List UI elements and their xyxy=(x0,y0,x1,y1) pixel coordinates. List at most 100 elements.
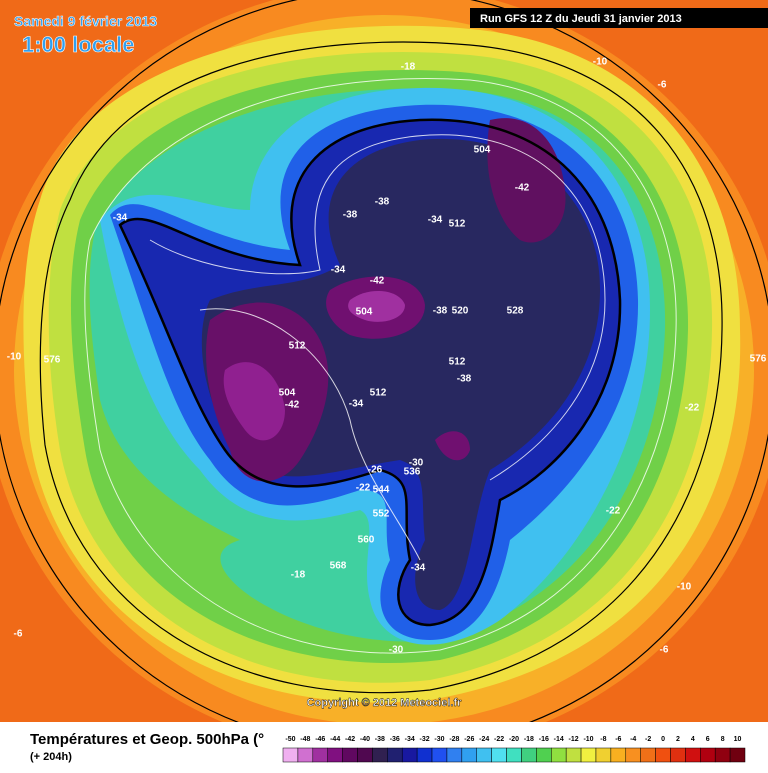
date: Samedi 9 février 2013 xyxy=(14,13,157,29)
contour-label: -10 xyxy=(7,352,22,363)
contour-label: 568 xyxy=(330,561,347,572)
color-swatch xyxy=(670,747,686,763)
contour-label: 512 xyxy=(449,219,466,230)
color-swatch xyxy=(521,747,537,763)
color-swatch xyxy=(446,747,463,763)
contour-label: 512 xyxy=(370,388,387,399)
scale-label: -20 xyxy=(509,736,519,743)
color-swatch xyxy=(700,747,716,763)
contour-label: 512 xyxy=(449,357,466,368)
contour-label: -10 xyxy=(677,582,692,593)
scale-label: -36 xyxy=(390,736,400,743)
contour-label: -30 xyxy=(409,458,424,469)
color-swatch xyxy=(625,747,641,763)
scale-label: -6 xyxy=(615,736,621,743)
scale-label: 8 xyxy=(721,736,725,743)
scale-label: -8 xyxy=(600,736,606,743)
scale-label: 4 xyxy=(691,736,695,743)
scale-label: -34 xyxy=(405,736,415,743)
scale-label: -30 xyxy=(434,736,444,743)
time: 1:00 locale xyxy=(22,32,135,57)
contour-label: -34 xyxy=(349,399,364,410)
color-swatch xyxy=(461,747,477,763)
contour-label: -22 xyxy=(685,403,700,414)
color-swatch xyxy=(312,747,328,763)
color-swatch xyxy=(595,747,612,763)
scale-label: 2 xyxy=(676,736,680,743)
color-swatch xyxy=(551,747,567,763)
scale-label: 10 xyxy=(734,736,742,743)
color-swatch xyxy=(416,747,433,763)
color-swatch xyxy=(729,747,746,763)
copyright: Copyright © 2012 Meteociel.fr xyxy=(307,697,463,709)
contour-label: 504 xyxy=(356,307,373,318)
scale-label: -50 xyxy=(285,736,295,743)
scale-label: 6 xyxy=(706,736,710,743)
contour-label: 576 xyxy=(44,355,61,366)
contour-label: -42 xyxy=(285,400,300,411)
color-swatch xyxy=(610,747,627,763)
color-swatch xyxy=(565,747,582,763)
contour-label: -30 xyxy=(389,645,404,656)
footer-lead: (+ 204h) xyxy=(30,751,72,763)
scale-label: -42 xyxy=(345,736,355,743)
contour-label: -18 xyxy=(291,570,306,581)
scale-label: -48 xyxy=(300,736,310,743)
color-swatch xyxy=(506,747,522,763)
contour-label: -38 xyxy=(375,197,390,208)
scale-label: -24 xyxy=(479,736,489,743)
run-box xyxy=(470,8,768,28)
scale-label: 0 xyxy=(661,736,665,743)
contour-label: -34 xyxy=(428,215,443,226)
color-swatch xyxy=(685,747,701,763)
scale-label: -10 xyxy=(583,736,593,743)
color-swatch xyxy=(640,747,656,763)
color-swatch xyxy=(655,747,671,763)
scale-label: -12 xyxy=(569,736,579,743)
color-swatch xyxy=(536,747,552,763)
contour-label: 576 xyxy=(750,354,767,365)
contour-label: 504 xyxy=(474,145,491,156)
scale-label: -22 xyxy=(494,736,504,743)
contour-label: 552 xyxy=(373,509,390,520)
contour-label: 504 xyxy=(279,388,296,399)
contour-label: -6 xyxy=(660,645,669,656)
color-swatch xyxy=(357,747,373,763)
scale-label: -18 xyxy=(524,736,534,743)
contour-label: -10 xyxy=(593,57,608,68)
contour-label: -34 xyxy=(113,213,128,224)
scale-label: -16 xyxy=(539,736,549,743)
color-swatch xyxy=(327,747,343,763)
scale-label: -4 xyxy=(630,736,636,743)
contour-label: 536 xyxy=(404,467,421,478)
color-swatch xyxy=(714,747,731,763)
color-swatch xyxy=(580,747,597,763)
color-swatch xyxy=(491,747,507,763)
color-swatch xyxy=(342,747,358,763)
contour-label: -22 xyxy=(356,483,371,494)
color-scale: -50 -48 -46 -44 -42 -40 -38 -36 -34 -32 -30 -28 -26-… xyxy=(282,736,746,763)
footer-title: Températures et Geop. 500hPa (° xyxy=(30,731,264,748)
contour-label: 544 xyxy=(373,485,390,496)
contour-label: -18 xyxy=(401,62,416,73)
color-swatch xyxy=(431,747,448,763)
contour-label: -34 xyxy=(331,265,346,276)
contour-label: 560 xyxy=(358,535,375,546)
contour-label: 520 xyxy=(452,306,469,317)
contour-label: -26 xyxy=(368,465,383,476)
scale-label: -32 xyxy=(420,736,430,743)
scale-label: -14 xyxy=(554,736,564,743)
contour-label: -6 xyxy=(14,629,23,640)
contour-label: -42 xyxy=(370,276,385,287)
color-swatch xyxy=(476,747,492,763)
contour-label: -38 xyxy=(457,374,472,385)
contour-label: -42 xyxy=(515,183,530,194)
contour-label: -38 xyxy=(433,306,448,317)
scale-label: -38 xyxy=(375,736,385,743)
scale-label: -44 xyxy=(330,736,340,743)
scale-label: -46 xyxy=(315,736,325,743)
run-info: Run GFS 12 Z du Jeudi 31 janvier 2013 xyxy=(480,13,682,25)
color-swatch xyxy=(401,747,418,763)
